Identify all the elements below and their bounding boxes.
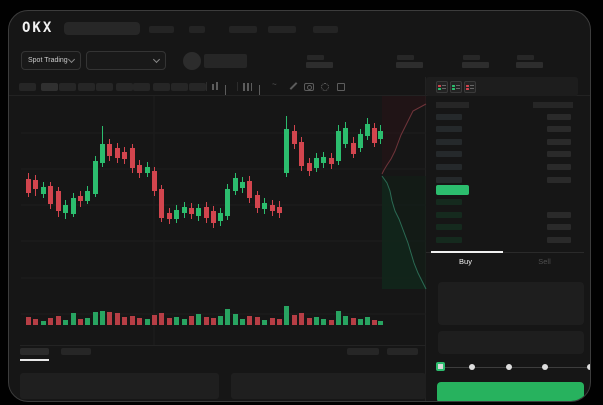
timeframe-button[interactable] <box>41 83 58 91</box>
timeframe-button[interactable] <box>116 83 133 91</box>
ask-price[interactable] <box>436 164 462 170</box>
bid-amount[interactable] <box>547 224 571 230</box>
tab-sell[interactable]: Sell <box>538 257 551 266</box>
ask-amount[interactable] <box>547 164 571 170</box>
last-price-badge[interactable] <box>436 185 469 195</box>
orderbook-col-header-amount <box>533 102 573 108</box>
timeframe-button[interactable] <box>96 83 113 91</box>
ask-amount[interactable] <box>547 151 571 157</box>
pair-selector-dropdown[interactable] <box>86 51 166 70</box>
orderbook-both-icon[interactable] <box>436 81 448 93</box>
ask-amount[interactable] <box>547 177 571 183</box>
bid-price[interactable] <box>436 224 462 230</box>
ask-price[interactable] <box>436 151 462 157</box>
timeframe-button[interactable] <box>153 83 170 91</box>
orderbook-asks-icon[interactable] <box>464 81 476 93</box>
market-type-label: Spot Trading <box>28 57 68 64</box>
bid-amount[interactable] <box>547 237 571 243</box>
toolbar-divider <box>9 95 590 96</box>
chart-corner-button[interactable] <box>387 348 418 355</box>
search-input[interactable] <box>64 22 140 35</box>
ask-price[interactable] <box>436 139 462 145</box>
nav-item[interactable] <box>189 26 205 33</box>
bid-amount[interactable] <box>547 212 571 218</box>
camera-icon[interactable] <box>304 83 314 91</box>
price-amount-field[interactable] <box>438 282 584 325</box>
chart-bottom-tab[interactable] <box>61 348 91 355</box>
bid-price[interactable] <box>436 199 462 205</box>
candle-type-icon[interactable] <box>211 82 220 91</box>
tab-buy[interactable]: Buy <box>459 257 472 266</box>
chart-bottom-tab-active[interactable] <box>20 348 49 355</box>
buy-tab-underline <box>431 251 503 253</box>
market-type-dropdown[interactable]: Spot Trading <box>21 51 81 70</box>
ask-price[interactable] <box>436 177 462 183</box>
stat-label <box>397 55 414 60</box>
stat-value <box>516 62 543 68</box>
slider-stop-dot[interactable] <box>587 364 590 370</box>
stat-value <box>306 62 333 68</box>
stat-label <box>463 55 480 60</box>
ask-amount[interactable] <box>547 139 571 145</box>
fullscreen-icon[interactable] <box>337 83 345 91</box>
app-window: OKX Spot Trading ~ <box>8 10 591 402</box>
token-avatar <box>183 52 201 70</box>
total-field[interactable] <box>438 331 584 354</box>
bottom-panel-right <box>231 373 426 399</box>
stat-label <box>307 55 324 60</box>
okx-logo[interactable]: OKX <box>22 20 54 36</box>
bottom-panel-left <box>20 373 219 399</box>
nav-item[interactable] <box>149 26 174 33</box>
timeframe-button[interactable] <box>78 83 95 91</box>
slider-stop-dot[interactable] <box>506 364 512 370</box>
orderbook-col-header-price <box>436 102 469 108</box>
nav-item[interactable] <box>229 26 257 33</box>
stat-value <box>396 62 423 68</box>
timeframe-button[interactable] <box>171 83 188 91</box>
buy-submit-button[interactable] <box>437 382 584 401</box>
orderbook-toolbar <box>426 77 578 96</box>
nav-item[interactable] <box>313 26 338 33</box>
slider-stop-dot[interactable] <box>469 364 475 370</box>
ask-amount[interactable] <box>547 126 571 132</box>
price-chart[interactable] <box>9 11 591 402</box>
bid-price[interactable] <box>436 237 462 243</box>
chart-corner-button[interactable] <box>347 348 379 355</box>
ask-price[interactable] <box>436 126 462 132</box>
settings-icon[interactable] <box>321 83 329 91</box>
pair-name-placeholder <box>204 54 247 68</box>
amount-slider-track[interactable] <box>441 367 587 368</box>
active-tab-underline <box>20 359 49 361</box>
ask-price[interactable] <box>436 114 462 120</box>
nav-item[interactable] <box>268 26 296 33</box>
orderbook-bids-icon[interactable] <box>450 81 462 93</box>
indicators-icon[interactable] <box>243 83 252 91</box>
stat-value <box>462 62 489 68</box>
ask-amount[interactable] <box>547 114 571 120</box>
timeframe-button[interactable] <box>59 83 76 91</box>
stat-label <box>517 55 534 60</box>
slider-stop-dot[interactable] <box>542 364 548 370</box>
line-tool-icon[interactable]: ~ <box>272 80 277 89</box>
timeframe-button[interactable] <box>133 83 150 91</box>
timeframe-button[interactable] <box>189 83 206 91</box>
timeframe-button[interactable] <box>19 83 36 91</box>
amount-slider-handle[interactable] <box>436 362 445 371</box>
bid-price[interactable] <box>436 212 462 218</box>
